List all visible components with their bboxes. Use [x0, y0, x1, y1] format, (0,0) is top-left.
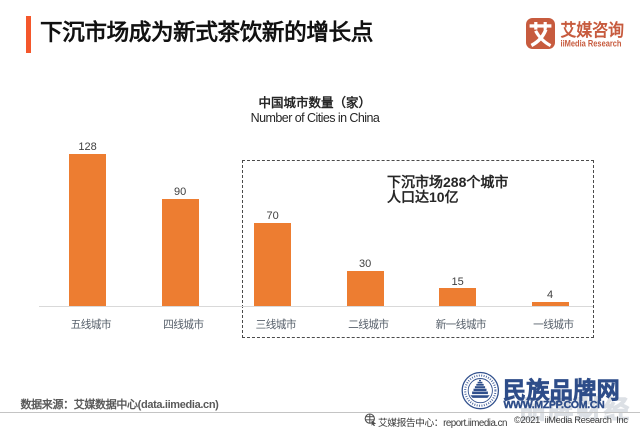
svg-text:艾媒咨询: 艾媒咨询	[561, 20, 625, 40]
svg-text:iiMedia Research: iiMedia Research	[561, 39, 622, 49]
